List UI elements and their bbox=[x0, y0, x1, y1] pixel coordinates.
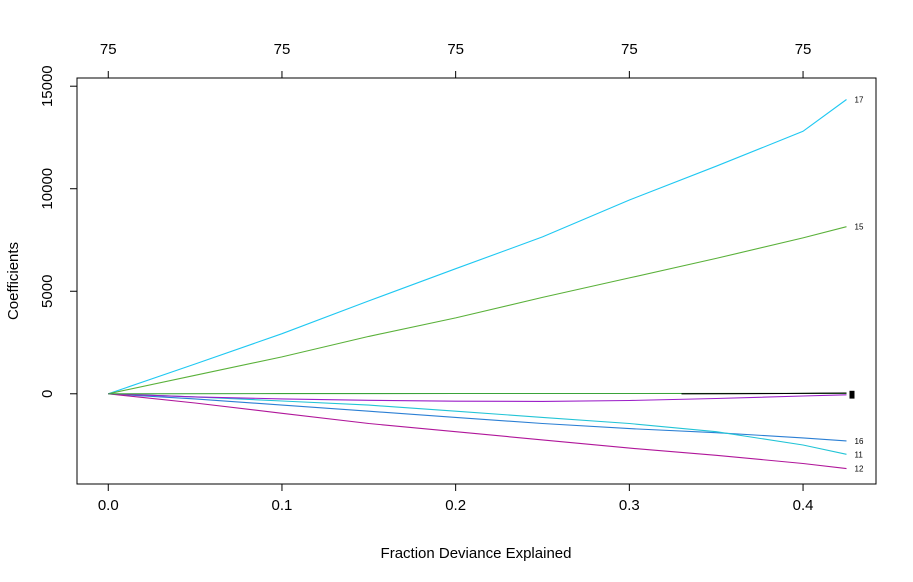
series-line-17 bbox=[108, 99, 847, 395]
y-tick-label: 5000 bbox=[39, 275, 56, 308]
end-marker-4 bbox=[849, 395, 855, 399]
end-label-12: 12 bbox=[855, 465, 864, 474]
end-label-layer: 17 15 16 11 12 bbox=[855, 96, 864, 474]
series-line-11 bbox=[108, 393, 847, 455]
end-label-17: 17 bbox=[855, 96, 864, 105]
series-line-unlabeled-7 bbox=[681, 392, 847, 395]
y-tick-label: 15000 bbox=[39, 65, 56, 107]
top-axis-tick-label: 75 bbox=[621, 41, 638, 58]
end-label-15: 15 bbox=[855, 223, 864, 232]
series-line-unlabeled-5 bbox=[108, 393, 847, 402]
top-axis-tick-label: 75 bbox=[795, 41, 812, 58]
x-tick-label: 0.4 bbox=[793, 497, 814, 514]
x-tick-label: 0.2 bbox=[445, 497, 466, 514]
x-tick-label: 0.0 bbox=[98, 497, 119, 514]
x-axis-label: Fraction Deviance Explained bbox=[381, 545, 572, 562]
end-label-16: 16 bbox=[855, 437, 864, 446]
series-line-15 bbox=[108, 226, 847, 395]
series-line-12 bbox=[108, 393, 847, 470]
y-axis-label: Coefficients bbox=[5, 242, 22, 320]
plot-frame bbox=[76, 77, 877, 485]
top-axis-tick-label: 75 bbox=[274, 41, 291, 58]
y-tick-label: 10000 bbox=[39, 168, 56, 210]
x-tick-label: 0.3 bbox=[619, 497, 640, 514]
axis-layer: 0.0 0.1 0.2 0.3 0.4 75 75 75 75 75 0 5000 10000 15000 bbox=[39, 41, 813, 514]
top-axis-tick-label: 75 bbox=[100, 41, 117, 58]
series-layer bbox=[108, 99, 855, 470]
series-line-16 bbox=[108, 393, 847, 442]
y-tick-label: 0 bbox=[39, 390, 56, 398]
end-label-11: 11 bbox=[855, 450, 864, 459]
top-axis-tick-label: 75 bbox=[447, 41, 464, 58]
x-tick-label: 0.1 bbox=[272, 497, 293, 514]
